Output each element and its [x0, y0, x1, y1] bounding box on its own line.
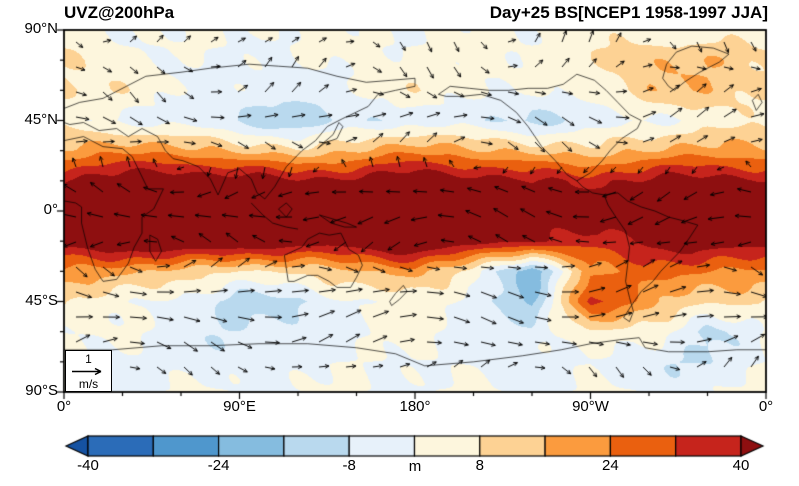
colorbar-tick-label: -40	[77, 457, 99, 474]
y-tick-label: 90°N	[24, 20, 58, 37]
y-tick-label: 90°S	[25, 382, 58, 399]
y-tick-label: 45°N	[24, 110, 58, 128]
colorbar-unit-label: m	[408, 458, 422, 475]
plot-title-left: UVZ@200hPa	[64, 3, 175, 22]
x-tick-label: 0°	[56, 398, 72, 415]
x-tick-label: 0°	[758, 398, 774, 415]
vector-reference-key: 1 m/s	[65, 350, 112, 392]
colorbar-tick-label: -8	[342, 457, 356, 474]
colorbar-tick-label: 40	[732, 457, 750, 474]
x-tick-label: 180°	[399, 398, 431, 415]
x-tick-label: 90°E	[223, 398, 256, 415]
vector-key-value: 1	[85, 352, 92, 366]
vector-key-unit: m/s	[78, 377, 99, 391]
x-tick-label: 90°W	[572, 398, 609, 415]
vector-arrow-icon	[71, 367, 101, 376]
colorbar-tick-label: 24	[602, 457, 619, 474]
y-tick-label: 0°	[43, 201, 58, 218]
colorbar-tick-label: 8	[475, 457, 484, 474]
y-tick-label: 45°S	[25, 291, 58, 309]
colorbar-tick-label: -24	[207, 457, 230, 474]
plot-title-right: Day+25 BS[NCEP1 1958-1997 JJA]	[489, 3, 768, 22]
